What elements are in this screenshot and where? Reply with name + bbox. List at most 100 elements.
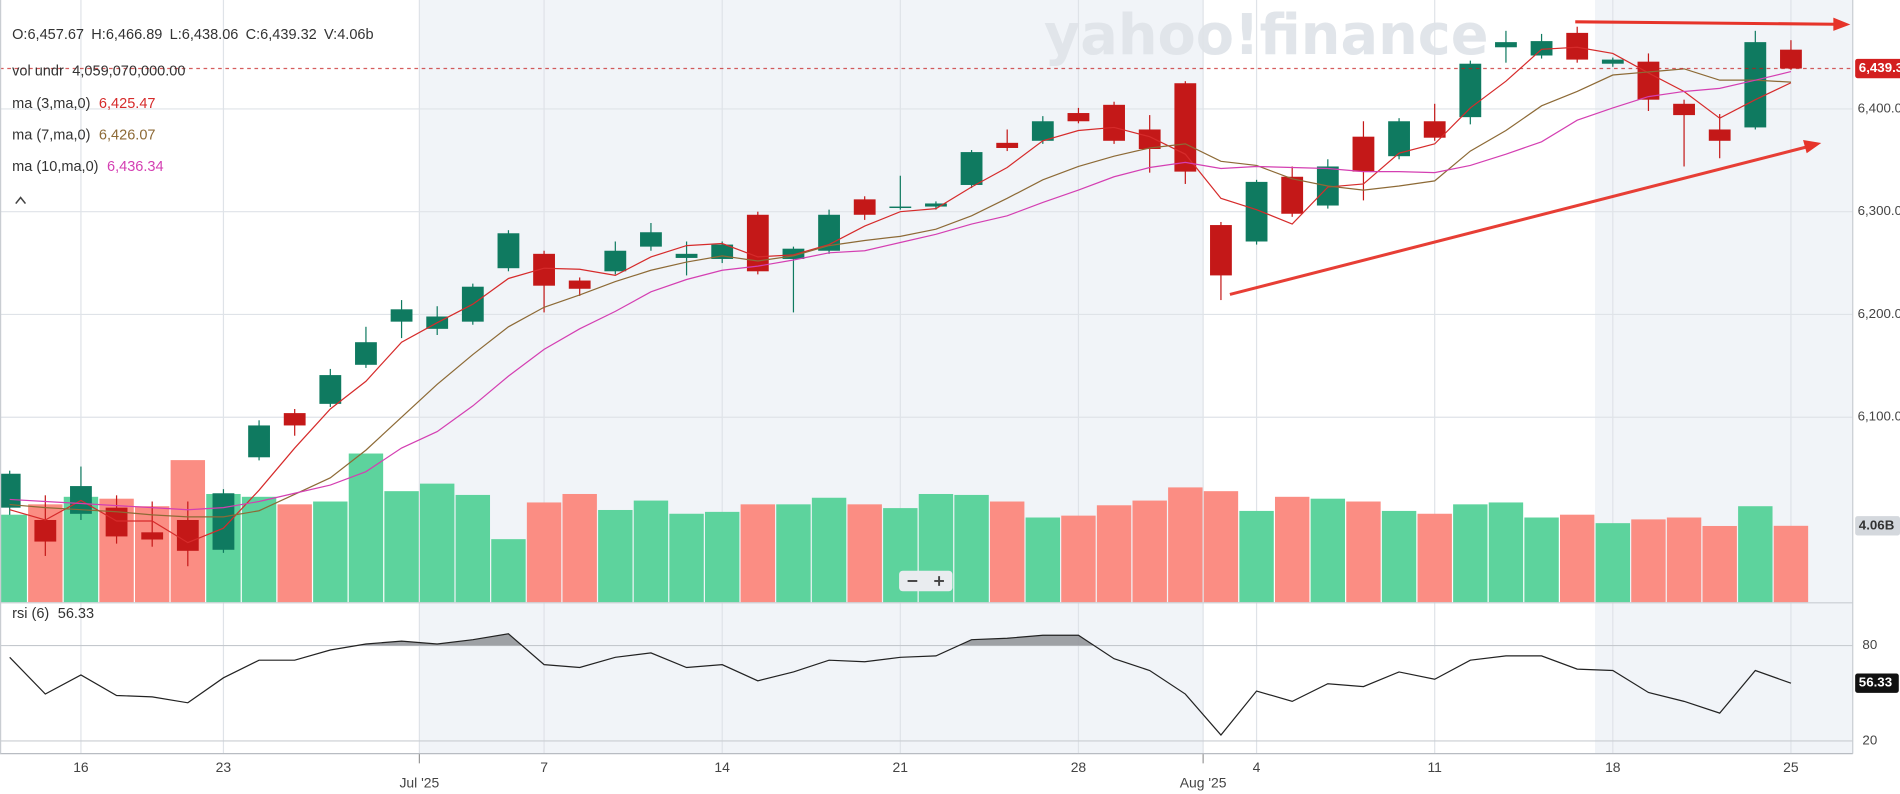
x-tick-label: 11 [1427,759,1442,775]
rsi-marker-label: 56.33 [1859,675,1892,690]
rsi-line [9,633,1792,736]
x-tick-label: 23 [216,759,232,775]
y-tick-label: 6,300.00 [1858,203,1900,218]
volume-bar [1168,487,1203,603]
volume-bar [455,494,491,603]
candle-body [212,493,235,550]
x-tick-label: 4 [1253,759,1261,775]
volume-bar [1346,501,1381,603]
volume-bar [1453,504,1488,603]
volume-bar [1025,517,1061,603]
week-band [1595,0,1853,754]
rsi-tick-label: 80 [1862,637,1877,652]
trend-arrow-line [1229,145,1809,296]
volume-bar [669,513,704,603]
candle-body [604,250,627,272]
volume-bar [1559,514,1595,603]
ma-line [9,70,1792,511]
volume-bar [740,504,776,603]
volume-bar [1061,515,1096,603]
volume-bar [954,494,989,603]
candle-body [568,280,591,289]
ohlc-header: O:6,457.67 [12,27,84,43]
candle-body [1566,32,1589,60]
candle-body [176,519,199,551]
volume-bar [1631,519,1666,603]
candle-body [1423,121,1446,138]
volume-bar [1310,498,1346,603]
ohlc-header: C:6,439.32 [246,27,317,43]
candle-body [1067,113,1090,122]
candle-body [782,248,805,259]
volume-bar [277,504,312,603]
candle-body [497,233,520,269]
volume-bar [811,497,847,603]
candle-body [1708,129,1731,141]
candle-body [1459,63,1482,118]
ma-legend-value: 6,436.34 [107,159,164,175]
volume-bar [491,539,526,603]
candle-body [1281,176,1304,214]
candle-body [640,232,662,247]
candle-body [711,244,734,259]
zoom-in-button[interactable] [934,576,944,586]
volume-bar [1239,510,1274,603]
volume-bar [598,509,633,603]
candle-body [1388,121,1410,157]
trend-arrow-head [1803,139,1822,154]
volume-bar [1666,517,1702,603]
volume-bar [1773,525,1809,603]
volume-legend-name: vol undr [12,63,64,79]
volume-bar [1702,525,1737,603]
candle-body [105,507,128,537]
candle-body [960,152,983,185]
candle-body [1352,136,1375,172]
candle-body [0,473,21,508]
candle-body [1744,42,1767,128]
x-month-label: Aug '25 [1180,775,1227,791]
candle-body [248,425,270,458]
zoom-bar [899,570,953,592]
volume-bar [1524,517,1559,603]
candle-body [283,413,306,426]
candle-body [889,206,912,209]
volume-bar [1488,502,1524,603]
ma-legend-name: ma (3,ma,0) [12,96,90,112]
ma-line [9,46,1792,544]
legend-layer: O:6,457.67 H:6,466.89 L:6,438.06 C:6,439.32… [12,27,373,622]
rsi-marker-box [1855,673,1899,693]
ma-legend-name: ma (10,ma,0) [12,159,98,175]
candle-body [34,519,57,542]
line-layer [0,46,1853,544]
candle-body [1174,83,1197,172]
ma-legend-value: 6,425.47 [99,96,156,112]
candle-body [319,375,342,404]
candle-body [355,342,377,365]
volume-marker-label: 4.06B [1859,517,1895,532]
ma-legend-value: 6,426.07 [99,128,156,144]
volume-layer [0,453,1809,603]
volume-bar [1417,513,1452,603]
volume-bar [1132,500,1167,603]
volume-bar [241,496,277,603]
overbought-shade [356,633,1095,646]
trend-arrows [1229,17,1851,296]
candle-body [1210,225,1232,276]
y-tick-label: 6,400.00 [1858,100,1900,115]
watermark: yahoo!finance [1044,3,1489,68]
ohlc-header: H:6,466.89 [91,27,162,43]
candle-layer [0,26,1802,567]
collapse-icon[interactable] [15,196,27,205]
x-tick-label: 16 [73,759,89,775]
rsi-tick-label: 20 [1862,732,1877,747]
candle-body [1637,61,1660,100]
axis-layer: 16 23 Jul '25 7 14 21 28 Aug '25 4 11 18 25 6,100.00… [73,58,1900,791]
rsi-layer [9,633,1792,736]
candle-body [1245,181,1268,242]
volume-bar [348,453,384,603]
x-month-label: Jul '25 [399,775,439,791]
candle-body [141,532,164,540]
